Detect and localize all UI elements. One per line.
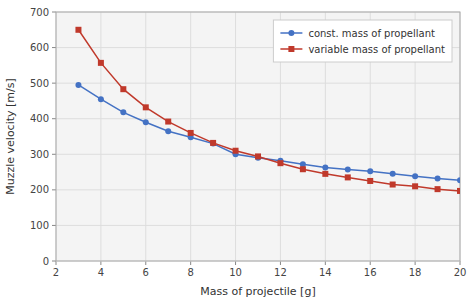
point	[322, 171, 328, 177]
point	[390, 182, 396, 188]
legend-marker	[288, 30, 294, 36]
tick	[52, 189, 56, 190]
tick-label: 2	[53, 267, 59, 278]
legend: const. mass of propellant variable mass o…	[273, 20, 452, 62]
legend-box	[273, 20, 452, 62]
point	[457, 188, 460, 194]
point	[210, 141, 216, 147]
point	[277, 160, 283, 166]
tick-label: 12	[274, 267, 287, 278]
tick-label: 200	[30, 184, 49, 195]
grid-line	[235, 12, 236, 261]
tick-label: 8	[187, 267, 193, 278]
tick	[190, 261, 191, 265]
point	[120, 86, 126, 92]
point	[322, 164, 328, 170]
point	[412, 183, 418, 189]
point	[412, 173, 418, 179]
point	[435, 186, 441, 192]
tick-label: 14	[319, 267, 332, 278]
legend-label: const. mass of propellant	[308, 28, 435, 39]
point	[75, 82, 81, 88]
tick	[235, 261, 236, 265]
tick-label: 18	[409, 267, 422, 278]
point	[367, 168, 373, 174]
tick-label: 700	[30, 7, 49, 18]
tick-label: 400	[30, 113, 49, 124]
point	[345, 174, 351, 180]
point	[210, 140, 216, 146]
frame	[56, 12, 460, 261]
tick-label: 500	[30, 78, 49, 89]
tick	[52, 83, 56, 84]
point	[188, 130, 194, 136]
tick-label: 300	[30, 149, 49, 160]
tick	[52, 154, 56, 155]
tick	[52, 261, 56, 262]
grid-line	[56, 225, 460, 226]
tick-label: 100	[30, 220, 49, 231]
tick	[52, 12, 56, 13]
point	[367, 178, 373, 184]
point	[165, 128, 171, 134]
tick	[370, 261, 371, 265]
tick-label: 20	[454, 267, 467, 278]
plot-area	[56, 12, 460, 261]
point	[457, 177, 460, 183]
point	[345, 167, 351, 173]
tick-label: 10	[229, 267, 242, 278]
point	[98, 60, 104, 66]
point	[435, 175, 441, 181]
series-line	[78, 30, 460, 191]
grid-line	[56, 189, 460, 190]
point	[143, 119, 149, 125]
point	[143, 104, 149, 110]
tick	[415, 261, 416, 265]
tick	[460, 261, 461, 265]
tick	[325, 261, 326, 265]
legend-label: variable mass of propellant	[308, 44, 445, 55]
tick	[145, 261, 146, 265]
tick-label: 0	[43, 256, 49, 267]
tick-label: 16	[364, 267, 377, 278]
tick-label: 6	[143, 267, 149, 278]
axes: 24681012141618200100200300400500600700	[30, 7, 466, 279]
point	[300, 166, 306, 172]
tick	[280, 261, 281, 265]
grid-line	[100, 12, 101, 261]
point	[98, 96, 104, 102]
tick	[52, 118, 56, 119]
point	[75, 27, 81, 33]
point	[165, 119, 171, 125]
point	[233, 148, 239, 154]
tick	[52, 47, 56, 48]
x-axis-label: Mass of projectile [g]	[200, 285, 315, 298]
tick	[52, 225, 56, 226]
tick	[56, 261, 57, 265]
point	[390, 171, 396, 177]
grid-line	[56, 83, 460, 84]
point	[255, 153, 261, 159]
tick	[100, 261, 101, 265]
grid-line	[145, 12, 146, 261]
series-group	[75, 27, 460, 194]
tick-label: 4	[98, 267, 104, 278]
legend-marker	[288, 46, 294, 52]
point	[120, 109, 126, 115]
tick-label: 600	[30, 42, 49, 53]
grid-line	[56, 118, 460, 119]
y-axis-label: Muzzle velocity [m/s]	[4, 78, 17, 195]
chart: 24681012141618200100200300400500600700Ma…	[0, 0, 474, 303]
